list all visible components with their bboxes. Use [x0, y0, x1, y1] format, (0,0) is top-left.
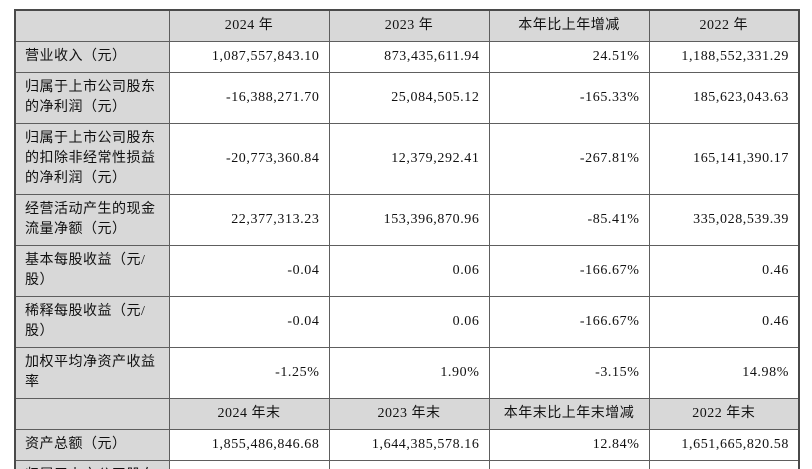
- row-label-cell: 归属于上市公司股东的净利润（元）: [14, 72, 170, 124]
- value-cell: 185,623,043.63: [648, 72, 800, 124]
- value-cell: 335,028,539.39: [648, 194, 800, 246]
- row-label-cell: 归属于上市公司股东的扣除非经常性损益的净利润（元）: [14, 123, 170, 195]
- table-row: 归属于上市公司股东的扣除非经常性损益的净利润（元） -20,773,360.84 1…: [14, 123, 800, 195]
- value-cell: -1.74%: [488, 460, 650, 469]
- table-row: 归属于上市公司股东的净利润（元） -16,388,271.70 25,084,505…: [14, 72, 800, 124]
- header-cell: 本年比上年增减: [488, 9, 650, 42]
- header-cell: 2023 年末: [328, 398, 490, 430]
- row-label-cell: 经营活动产生的现金流量净额（元）: [14, 194, 170, 246]
- value-cell: -0.04: [168, 296, 330, 348]
- header-cell: 2022 年: [648, 9, 800, 42]
- value-cell: 22,377,313.23: [168, 194, 330, 246]
- value-cell: -0.04: [168, 245, 330, 297]
- table-row: 加权平均净资产收益率 -1.25% 1.90% -3.15% 14.98%: [14, 347, 800, 399]
- row-label-cell: 归属于上市公司股东的净资产（元）: [14, 460, 170, 469]
- value-cell: 873,435,611.94: [328, 41, 490, 73]
- header-cell: 2024 年: [168, 9, 330, 42]
- value-cell: 1,302,607,225.80: [168, 460, 330, 469]
- value-cell: 14.98%: [648, 347, 800, 399]
- value-cell: 1,651,665,820.58: [648, 429, 800, 461]
- row-label-cell: 稀释每股收益（元/股）: [14, 296, 170, 348]
- header-row: 2024 年 2023 年本年比上年增减 2022 年: [14, 9, 800, 42]
- header-cell-empty: [14, 9, 170, 42]
- value-cell: 1.90%: [328, 347, 490, 399]
- value-cell: 0.06: [328, 245, 490, 297]
- row-label-cell: 资产总额（元）: [14, 429, 170, 461]
- value-cell: 1,855,486,846.68: [168, 429, 330, 461]
- value-cell: 1,313,560,761.57: [648, 460, 800, 469]
- value-cell: 153,396,870.96: [328, 194, 490, 246]
- value-cell: 1,644,385,578.16: [328, 429, 490, 461]
- value-cell: 165,141,390.17: [648, 123, 800, 195]
- value-cell: 24.51%: [488, 41, 650, 73]
- value-cell: 1,087,557,843.10: [168, 41, 330, 73]
- row-label-cell: 加权平均净资产收益率: [14, 347, 170, 399]
- value-cell: 12,379,292.41: [328, 123, 490, 195]
- table-row: 基本每股收益（元/股） -0.04 0.06 -166.67% 0.46: [14, 245, 800, 297]
- value-cell: 25,084,505.12: [328, 72, 490, 124]
- value-cell: -85.41%: [488, 194, 650, 246]
- value-cell: -16,388,271.70: [168, 72, 330, 124]
- value-cell: 1,188,552,331.29: [648, 41, 800, 73]
- table-row: 归属于上市公司股东的净资产（元）1,302,607,225.801,325,72…: [14, 460, 800, 469]
- row-label-cell: 营业收入（元）: [14, 41, 170, 73]
- value-cell: -166.67%: [488, 296, 650, 348]
- header-cell: 2023 年: [328, 9, 490, 42]
- table-row: 资产总额（元） 1,855,486,846.68 1,644,385,578.16 1…: [14, 429, 800, 461]
- value-cell: -20,773,360.84: [168, 123, 330, 195]
- table-row: 营业收入（元） 1,087,557,843.10 873,435,611.94 24.…: [14, 41, 800, 73]
- value-cell: -267.81%: [488, 123, 650, 195]
- value-cell: 0.46: [648, 245, 800, 297]
- value-cell: 0.46: [648, 296, 800, 348]
- header-row: 2024 年末 2023 年末 本年末比上年末增减 2022 年末: [14, 398, 800, 430]
- table-row: 稀释每股收益（元/股） -0.04 0.06 -166.67% 0.46: [14, 296, 800, 348]
- header-cell: 2024 年末: [168, 398, 330, 430]
- financial-indicators-table: 2024 年 2023 年本年比上年增减 2022 年营业收入（元） 1,087,55…: [14, 9, 800, 469]
- value-cell: -1.25%: [168, 347, 330, 399]
- header-cell: 2022 年末: [648, 398, 800, 430]
- row-label-cell: 基本每股收益（元/股）: [14, 245, 170, 297]
- value-cell: -165.33%: [488, 72, 650, 124]
- table-row: 经营活动产生的现金流量净额（元） 22,377,313.23 153,396,870…: [14, 194, 800, 246]
- value-cell: -166.67%: [488, 245, 650, 297]
- value-cell: -3.15%: [488, 347, 650, 399]
- header-cell: 本年末比上年末增减: [488, 398, 650, 430]
- value-cell: 12.84%: [488, 429, 650, 461]
- value-cell: 1,325,725,298.27: [328, 460, 490, 469]
- value-cell: 0.06: [328, 296, 490, 348]
- header-cell-empty: [14, 398, 170, 430]
